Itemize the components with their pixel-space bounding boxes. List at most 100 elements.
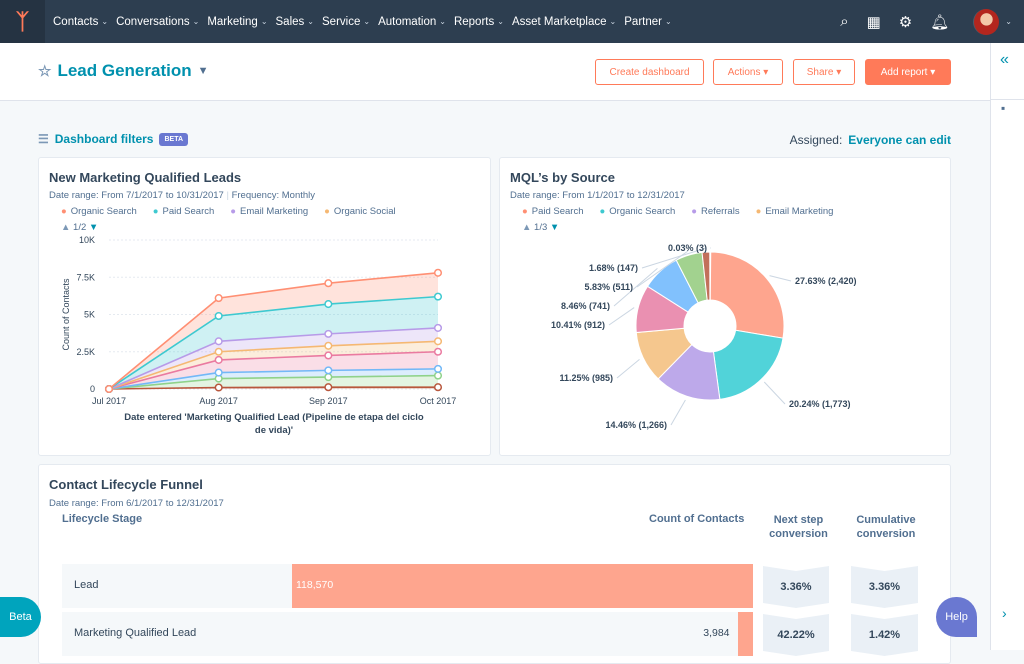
chevron-down-icon[interactable]: ⌄ xyxy=(1005,17,1012,26)
cumulative-conversion: 3.36% xyxy=(851,566,918,608)
funnel-card: Contact Lifecycle Funnel Date range: Fro… xyxy=(38,464,951,664)
assigned: Assigned:Everyone can edit xyxy=(790,133,951,147)
data-point[interactable] xyxy=(325,331,332,338)
data-point[interactable] xyxy=(325,342,332,349)
nav-item-asset-marketplace[interactable]: Asset Marketplace⌄ xyxy=(512,16,616,28)
data-point[interactable] xyxy=(325,301,332,308)
header-cumulative: Cumulative conversion xyxy=(847,513,925,541)
assigned-value[interactable]: Everyone can edit xyxy=(848,133,951,147)
slice-label: 10.41% (912) xyxy=(551,320,605,330)
x-tick-label: Sep 2017 xyxy=(309,396,348,406)
mql-line-card: New Marketing Qualified Leads Date range… xyxy=(38,157,491,456)
leader-line xyxy=(770,276,791,281)
data-point[interactable] xyxy=(435,269,442,276)
nav-item-automation[interactable]: Automation⌄ xyxy=(378,16,446,28)
chevron-down-icon: ⌄ xyxy=(307,17,314,26)
funnel-title: Contact Lifecycle Funnel xyxy=(49,477,203,492)
chevron-down-icon: ⌄ xyxy=(497,17,504,26)
slice-label: 27.63% (2,420) xyxy=(795,276,857,286)
data-point[interactable] xyxy=(106,386,113,393)
y-tick-label: 5K xyxy=(84,310,95,320)
chevron-down-icon: ⌄ xyxy=(439,17,446,26)
data-point[interactable] xyxy=(325,352,332,359)
data-point[interactable] xyxy=(435,293,442,300)
data-point[interactable] xyxy=(215,295,222,302)
data-point[interactable] xyxy=(325,374,332,381)
funnel-row[interactable]: Marketing Qualified Lead 3,984 xyxy=(62,612,753,656)
nav-item-sales[interactable]: Sales⌄ xyxy=(276,16,314,28)
data-point[interactable] xyxy=(435,325,442,332)
data-point[interactable] xyxy=(215,357,222,364)
stage-label: Marketing Qualified Lead xyxy=(74,627,196,639)
avatar[interactable] xyxy=(973,9,999,35)
data-point[interactable] xyxy=(215,313,222,320)
header-stage: Lifecycle Stage xyxy=(62,513,142,525)
actions-button[interactable]: Actions ▾ xyxy=(713,59,783,85)
data-point[interactable] xyxy=(215,384,222,391)
leader-line xyxy=(609,308,634,325)
search-icon[interactable]: ⌕ xyxy=(840,13,848,30)
x-tick-label: Oct 2017 xyxy=(420,396,457,406)
data-point[interactable] xyxy=(435,348,442,355)
leader-line xyxy=(764,382,785,404)
nav-label: Asset Marketplace xyxy=(512,16,607,28)
slice-label: 5.83% (511) xyxy=(584,282,633,292)
pie-slice[interactable] xyxy=(710,252,711,300)
data-point[interactable] xyxy=(435,338,442,345)
data-point[interactable] xyxy=(215,369,222,376)
beta-button[interactable]: Beta xyxy=(0,597,41,637)
chat-icon[interactable]: ▪ xyxy=(1001,101,1005,115)
data-point[interactable] xyxy=(435,366,442,373)
chevron-down-icon: ⌄ xyxy=(665,17,672,26)
data-point[interactable] xyxy=(325,384,332,391)
nav-item-marketing[interactable]: Marketing⌄ xyxy=(207,16,267,28)
create-dashboard-button[interactable]: Create dashboard xyxy=(595,59,704,85)
help-button[interactable]: Help xyxy=(936,597,977,637)
bell-icon[interactable]: 🔔︎ xyxy=(930,13,949,31)
data-point[interactable] xyxy=(325,280,332,287)
data-point[interactable] xyxy=(215,348,222,355)
nav-item-contacts[interactable]: Contacts⌄ xyxy=(53,16,108,28)
slice-label: 11.25% (985) xyxy=(559,373,613,383)
slice-label: 0.03% (3) xyxy=(668,243,707,253)
right-sidebar: « ▪ › xyxy=(990,43,1024,650)
caret-down-icon[interactable]: ▼ xyxy=(198,65,209,77)
marketplace-icon[interactable]: ▦ xyxy=(867,13,881,31)
pie-slice[interactable] xyxy=(713,330,783,399)
nav-label: Reports xyxy=(454,16,494,28)
chevron-down-icon: ⌄ xyxy=(261,17,268,26)
leader-line xyxy=(671,400,685,425)
slice-label: 8.46% (741) xyxy=(561,301,610,311)
nav-label: Partner xyxy=(624,16,662,28)
data-point[interactable] xyxy=(325,367,332,374)
add-report-button[interactable]: Add report ▾ xyxy=(865,59,951,85)
top-nav: ᛉ Contacts⌄Conversations⌄Marketing⌄Sales… xyxy=(0,0,1024,43)
chevron-right-icon[interactable]: › xyxy=(1002,605,1007,621)
count-value: 3,984 xyxy=(703,627,729,639)
page-title: Lead Generation xyxy=(57,61,191,81)
nav-item-reports[interactable]: Reports⌄ xyxy=(454,16,504,28)
pie-slice[interactable] xyxy=(710,252,784,338)
collapse-icon[interactable]: « xyxy=(1000,51,1009,69)
nav-label: Contacts xyxy=(53,16,98,28)
filter-icon: ☰ xyxy=(38,132,49,146)
nav-item-partner[interactable]: Partner⌄ xyxy=(624,16,671,28)
gear-icon[interactable]: ⚙ xyxy=(899,13,912,31)
share-button[interactable]: Share ▾ xyxy=(793,59,855,85)
funnel-row[interactable]: Lead 118,570 xyxy=(62,564,753,608)
star-icon[interactable]: ☆ xyxy=(38,62,51,80)
dashboard-filters[interactable]: ☰ Dashboard filters BETA xyxy=(38,132,188,146)
dashboard-filters-label: Dashboard filters xyxy=(55,132,154,146)
chevron-down-icon: ⌄ xyxy=(610,17,617,26)
data-point[interactable] xyxy=(435,372,442,379)
nav-item-conversations[interactable]: Conversations⌄ xyxy=(116,16,199,28)
beta-badge: BETA xyxy=(159,133,188,146)
x-axis-label: Date entered 'Marketing Qualified Lead (… xyxy=(124,412,424,436)
nav-item-service[interactable]: Service⌄ xyxy=(322,16,370,28)
header-count: Count of Contacts xyxy=(649,513,744,525)
hubspot-logo-icon[interactable]: ᛉ xyxy=(0,0,45,43)
data-point[interactable] xyxy=(215,338,222,345)
donut-chart: 27.63% (2,420)20.24% (1,773)14.46% (1,26… xyxy=(500,158,952,457)
data-point[interactable] xyxy=(435,384,442,391)
stage-label: Lead xyxy=(74,579,98,591)
